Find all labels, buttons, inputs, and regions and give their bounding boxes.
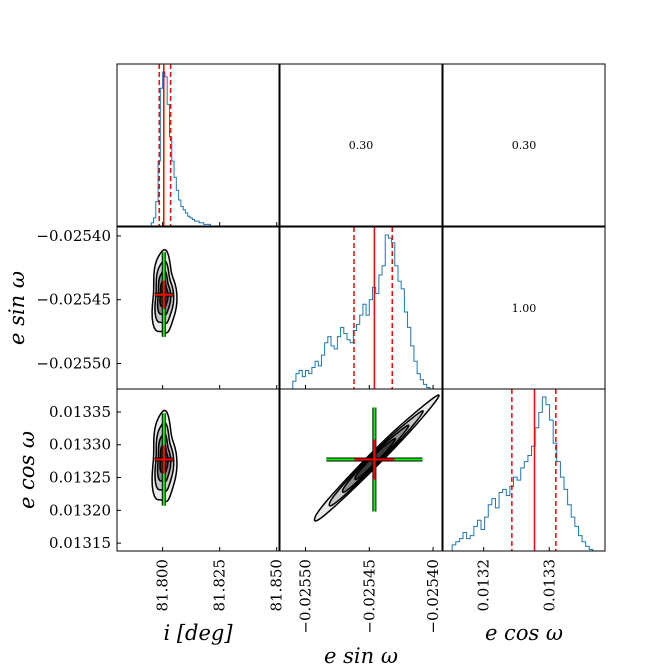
tick-label: −0.02545 xyxy=(36,291,111,309)
tick-label: 0.01330 xyxy=(49,436,111,454)
tick-label: −0.02545 xyxy=(360,559,378,634)
axis-label: i [deg] xyxy=(163,621,233,645)
tick-label: 0.01320 xyxy=(49,501,111,519)
panel-frame xyxy=(116,388,280,552)
axis-ticks xyxy=(117,222,550,551)
correlation-label: 0.30 xyxy=(512,139,537,152)
tick-label: 0.01335 xyxy=(49,403,111,421)
panel-frame xyxy=(279,388,443,552)
tick-label: 81.825 xyxy=(211,559,229,612)
histogram-esinw xyxy=(292,234,431,389)
contour-fills xyxy=(152,249,439,521)
correlation-label: 0.30 xyxy=(349,139,374,152)
contour-esinw-ecosw-line xyxy=(313,393,440,522)
panel-frame xyxy=(116,226,280,390)
contour-esinw-ecosw-line xyxy=(341,424,410,494)
tick-label: −0.02550 xyxy=(297,559,315,634)
contour-esinw-ecosw-line xyxy=(328,409,424,507)
panel-frame xyxy=(279,63,443,227)
plot-lines xyxy=(150,64,594,551)
histogram-ecosw xyxy=(451,396,594,551)
tick-label: −0.02550 xyxy=(36,354,111,372)
contour-i-ecosw-line xyxy=(151,409,178,503)
tick-label: 0.01315 xyxy=(49,534,111,552)
panel-frame xyxy=(116,63,280,227)
panel-frames xyxy=(116,63,606,552)
panel-frame xyxy=(442,388,606,552)
axis-label: e sin ω xyxy=(324,644,398,668)
axis-label: e cos ω xyxy=(485,621,563,645)
contour-esinw-ecosw-line xyxy=(354,437,397,481)
panel-frame xyxy=(279,226,443,390)
histogram-i xyxy=(150,71,213,227)
tick-label: −0.02540 xyxy=(424,559,442,634)
panel-frame xyxy=(442,63,606,227)
tick-label: 0.01325 xyxy=(49,469,111,487)
axis-label: e cos ω xyxy=(15,431,39,509)
tick-label: 81.800 xyxy=(154,559,172,612)
contour-i-esinw-line xyxy=(151,249,178,334)
tick-label: 0.0133 xyxy=(540,559,558,612)
tick-label: −0.02540 xyxy=(36,227,111,245)
axis-label: e sin ω xyxy=(5,271,29,345)
correlation-label: 1.00 xyxy=(512,302,537,315)
tick-label: 81.850 xyxy=(268,559,286,612)
axis-text: 0.30 0.30 1.00 81.800 81.825 81.850 −0.02550 −0… xyxy=(5,139,563,668)
tick-label: 0.0132 xyxy=(475,559,493,612)
